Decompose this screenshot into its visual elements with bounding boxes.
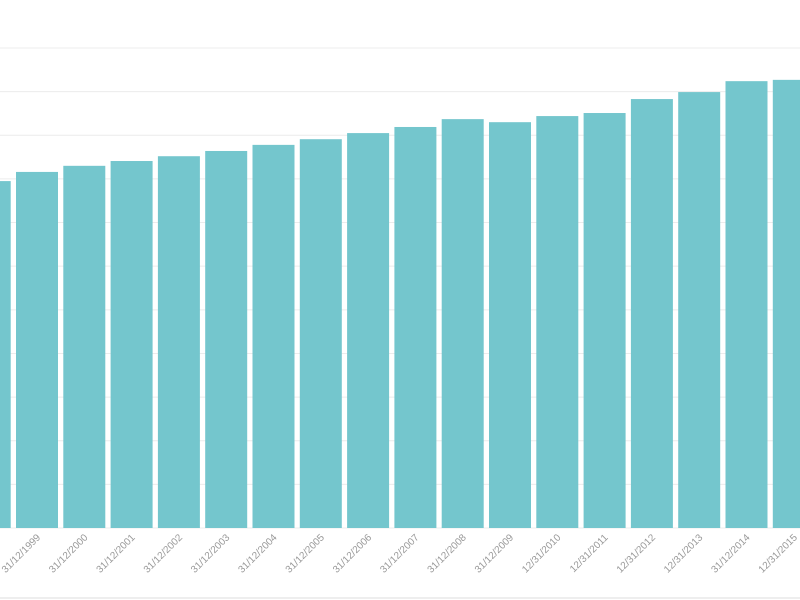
x-tick-label: 31/12/2007 [378,532,421,575]
bar [0,181,11,528]
x-tick-label: 12/31/2013 [662,532,705,575]
bar [489,122,531,528]
x-tick-label: 31/12/2002 [142,532,185,575]
x-tick-label: 12/31/2015 [757,532,800,575]
x-tick-label: 31/12/1999 [0,532,43,575]
x-tick-label: 31/12/2014 [709,532,752,575]
bar [252,144,295,528]
bar [536,116,579,528]
bar [205,150,248,528]
bar [16,171,58,528]
bar [678,92,721,528]
x-tick-label: 12/31/2011 [568,532,611,575]
bar [441,119,484,529]
bar [394,126,437,529]
x-tick-label: 12/31/2012 [615,532,658,575]
x-tick-label: 31/12/2009 [473,532,516,575]
bar [347,133,390,528]
bar [630,99,673,529]
x-tick-label: 31/12/2003 [189,532,232,575]
bar [583,113,626,528]
bar [299,139,342,528]
x-tick-label: 31/12/2008 [426,532,469,575]
x-tick-label: 31/12/2001 [95,532,138,575]
bar [772,79,800,528]
bar [110,161,153,528]
x-tick-label: 12/31/2010 [520,532,563,575]
bar [63,165,106,528]
x-tick-label: 31/12/2004 [236,532,279,575]
bar [157,156,200,528]
x-tick-label: 31/12/2000 [47,532,90,575]
bar [725,81,768,528]
x-tick-label: 31/12/2005 [284,532,327,575]
x-tick-label: 31/12/2006 [331,532,374,575]
